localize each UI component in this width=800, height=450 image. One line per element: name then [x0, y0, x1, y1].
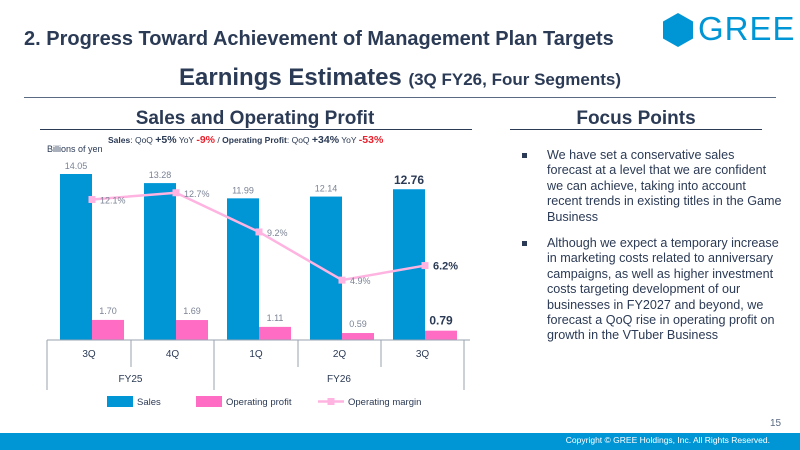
operating-margin-point — [338, 276, 346, 284]
op-yoy-label: YoY — [341, 135, 357, 145]
main-heading-text: Earnings Estimates — [179, 64, 402, 91]
main-heading-sub: (3Q FY26, Four Segments) — [408, 70, 621, 89]
legend-operating-profit-label: Operating profit — [226, 397, 292, 408]
operating-profit-bar — [259, 326, 291, 340]
page-number: 15 — [770, 418, 782, 429]
sales-data-label: 11.99 — [232, 185, 254, 195]
legend-operating-profit-swatch — [196, 396, 222, 407]
operating-profit-data-label: 1.11 — [267, 313, 284, 323]
sales-bar — [60, 174, 92, 340]
right-heading-rule — [510, 129, 762, 130]
sales-bar — [144, 183, 176, 340]
operating-profit-bar — [425, 330, 457, 340]
op-yoy-value: -53% — [358, 134, 384, 146]
gree-logo: GREE — [660, 10, 795, 50]
header-divider — [24, 97, 776, 98]
sales-bar — [310, 196, 342, 340]
sales-data-label: 12.76 — [394, 173, 424, 187]
operating-margin-point — [255, 228, 263, 236]
focus-bullet-text: We have set a conservative sales forecas… — [547, 148, 782, 224]
operating-profit-data-label: 1.70 — [99, 306, 117, 316]
operating-profit-bar — [92, 319, 124, 340]
change-summary: Sales: QoQ +5% YoY -9% / Operating Profi… — [108, 134, 384, 146]
operating-profit-data-label: 1.69 — [183, 306, 201, 316]
sales-data-label: 12.14 — [315, 184, 338, 194]
slide-title: 2. Progress Toward Achievement of Manage… — [24, 28, 614, 50]
sales-label: Sales — [108, 135, 131, 145]
op-label: Operating Profit — [222, 135, 287, 145]
legend-operating-margin-label: Operating margin — [348, 397, 421, 408]
operating-profit-data-label: 0.59 — [349, 319, 367, 329]
operating-margin-data-label: 12.7% — [184, 189, 210, 199]
sales-yoy-value: -9% — [196, 134, 216, 146]
x-tick-label: 3Q — [82, 349, 96, 360]
sales-qoq-value: +5% — [155, 134, 177, 146]
legend-sales-label: Sales — [137, 397, 161, 408]
operating-profit-bar — [176, 320, 208, 340]
operating-margin-data-label: 12.1% — [100, 195, 126, 205]
bullet-square-icon — [522, 153, 527, 158]
operating-margin-data-label: 9.2% — [267, 228, 288, 238]
operating-margin-data-label: 4.9% — [350, 276, 371, 286]
bullet-square-icon — [522, 241, 527, 246]
sales-bar — [393, 189, 425, 340]
unit-label: Billions of yen — [47, 144, 103, 154]
operating-profit-bar — [342, 333, 374, 340]
operating-margin-data-label: 6.2% — [433, 261, 458, 273]
left-heading-rule — [40, 129, 472, 130]
op-qoq-label: QoQ — [291, 135, 310, 145]
operating-profit-data-label: 0.79 — [429, 314, 453, 328]
sales-data-label: 14.05 — [65, 161, 88, 171]
footer-bar: Copyright © GREE Holdings, Inc. All Righ… — [0, 433, 800, 450]
legend-sales-swatch — [107, 396, 133, 407]
main-heading: Earnings Estimates (3Q FY26, Four Segmen… — [0, 64, 800, 92]
sales-qoq-label: QoQ — [134, 135, 153, 145]
fiscal-year-label: FY26 — [327, 374, 351, 385]
op-qoq-value: +34% — [311, 134, 340, 146]
operating-margin-point — [421, 262, 429, 270]
copyright-text: Copyright © GREE Holdings, Inc. All Righ… — [565, 435, 770, 445]
fiscal-year-label: FY25 — [119, 374, 143, 385]
legend-operating-margin-marker — [327, 398, 335, 405]
sales-yoy-label: YoY — [178, 135, 194, 145]
focus-points-heading: Focus Points — [576, 108, 696, 129]
summary-separator: / — [217, 135, 220, 145]
sales-op-heading: Sales and Operating Profit — [135, 108, 375, 129]
focus-bullet-text: Although we expect a temporary increase … — [547, 236, 779, 343]
x-tick-label: 1Q — [249, 349, 263, 360]
sales-data-label: 13.28 — [149, 170, 172, 180]
logo-wordmark: GREE — [698, 10, 796, 47]
operating-margin-point — [88, 195, 96, 203]
sales-bar — [227, 198, 259, 340]
operating-margin-point — [172, 189, 180, 197]
hexagon-icon — [663, 13, 693, 47]
x-tick-label: 3Q — [416, 349, 430, 360]
x-tick-label: 2Q — [333, 349, 347, 360]
x-tick-label: 4Q — [166, 349, 180, 360]
